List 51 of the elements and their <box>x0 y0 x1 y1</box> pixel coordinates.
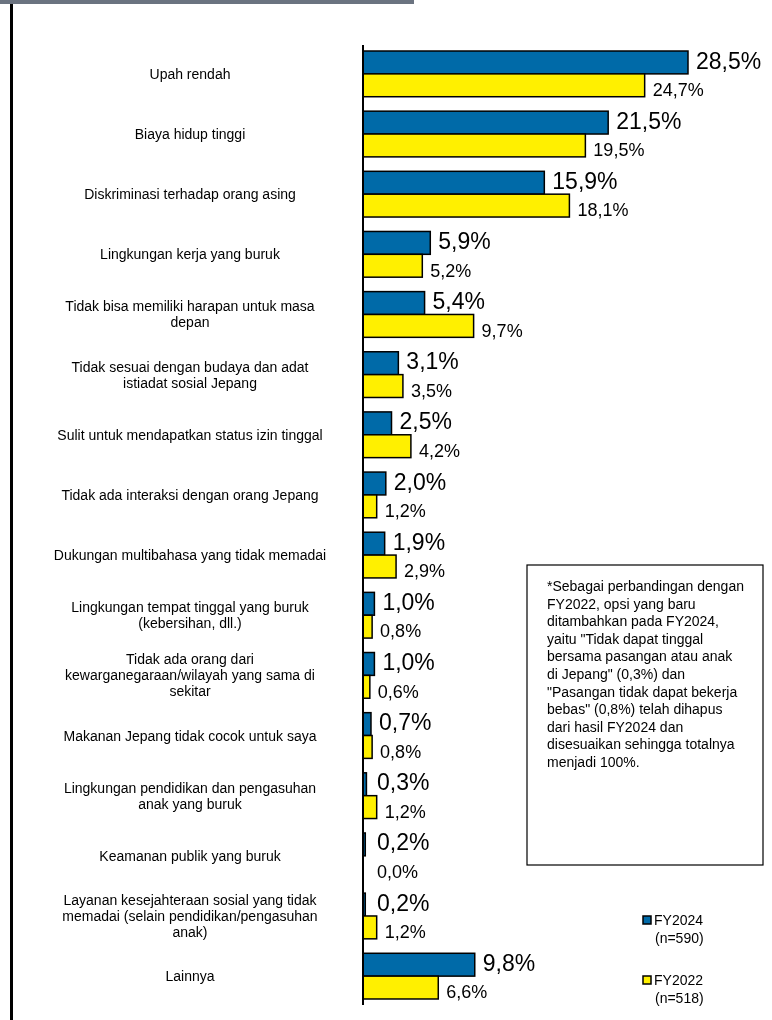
data-label: 2,0% <box>393 468 447 495</box>
data-label: 0,7% <box>378 709 432 736</box>
data-label: 9,8% <box>482 949 536 976</box>
legend-label: FY2024 (n=590) <box>654 912 704 946</box>
text: *Sebagai perbandingan dengan FY2022, opsi yang baru ditambahkan pada FY2024, yaitu "Tidak dapat tinggal bersama pasangan atau anak di Jepang" (0,3%) dan "Pasangan tidak dapat bekerja bebas" (0,8%) telah dihapus dari hasil FY2024 dan disesuaikan sehingga totalnya menjadi 100%. <box>547 578 744 770</box>
data-label: 0,3% <box>377 769 430 796</box>
y-tick-label: Dukungan multibahasa yang tidak memadai <box>53 547 327 564</box>
y-tick-label: Layanan kesejahteraan sosial yang tidak memadai (selain pendidikan/pengasuhan anak) <box>62 891 318 940</box>
data-label: 5,4% <box>432 288 486 315</box>
data-label: 0,8% <box>380 621 422 642</box>
y-tick-label: Keamanan publik yang buruk <box>99 847 282 864</box>
data-label: 4,2% <box>418 440 460 461</box>
data-label: 15,9% <box>552 167 618 194</box>
data-label: 19,5% <box>593 140 645 161</box>
y-tick-label: Makanan Jepang tidak cocok untuk saya <box>63 727 317 744</box>
y-tick-label: Tidak bisa memiliki harapan untuk masa depan <box>65 298 315 331</box>
data-label: 1,0% <box>382 588 435 615</box>
y-tick-label: Tidak ada orang dari kewarganegaraan/wilayah yang sama di sekitar <box>65 651 315 700</box>
data-label: 1,2% <box>384 501 426 522</box>
data-label: 24,7% <box>652 80 704 101</box>
y-tick-label: Tidak ada interaksi dengan orang Jepang <box>61 486 319 503</box>
data-label: 1,2% <box>384 922 426 943</box>
y-tick-label: Biaya hidup tinggi <box>134 126 246 143</box>
y-tick-label: Diskriminasi terhadap orang asing <box>84 186 296 203</box>
data-label: 2,9% <box>404 561 446 582</box>
data-label: 21,5% <box>616 107 682 134</box>
data-label: 0,0% <box>377 862 419 883</box>
data-label: 28,5% <box>696 47 762 74</box>
data-label: 0,6% <box>377 681 419 702</box>
data-label: 5,2% <box>430 260 472 281</box>
data-label: 9,7% <box>481 320 523 341</box>
data-label: 0,2% <box>377 889 430 916</box>
data-label: 3,5% <box>410 380 452 401</box>
legend-label: FY2022 (n=518) <box>654 972 704 1006</box>
data-label: 3,1% <box>406 348 459 375</box>
y-tick-label: Tidak sesuai dengan budaya dan adat istiadat sosial Jepang <box>71 358 309 391</box>
y-tick-label: Upah rendah <box>149 65 231 82</box>
data-label: 2,5% <box>399 408 452 435</box>
y-tick-label: Lingkungan kerja yang buruk <box>100 246 281 263</box>
data-label: 0,8% <box>380 741 422 762</box>
y-tick-label: Sulit untuk mendapatkan status izin tinggal <box>57 426 323 443</box>
y-tick-label: Lingkungan tempat tinggal yang buruk (kebersihan, dll.) <box>71 599 310 632</box>
y-tick-label: Lainnya <box>165 968 215 985</box>
data-label: 1,2% <box>384 801 426 822</box>
data-label: 1,9% <box>392 528 446 555</box>
y-tick-label: Lingkungan pendidikan dan pengasuhan anak yang buruk <box>63 779 317 812</box>
data-label: 1,0% <box>382 649 435 676</box>
data-label: 0,2% <box>377 829 430 856</box>
data-label: 18,1% <box>577 200 629 221</box>
data-label: 5,9% <box>438 227 491 254</box>
data-label: 6,6% <box>446 982 488 1003</box>
